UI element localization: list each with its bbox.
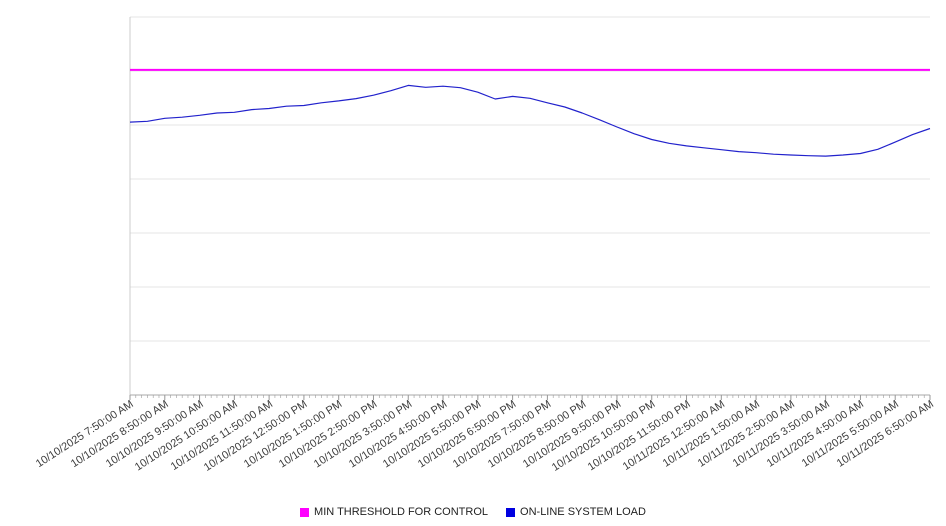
legend-label: MIN THRESHOLD FOR CONTROL: [314, 506, 489, 518]
legend-label: ON-LINE SYSTEM LOAD: [520, 506, 646, 518]
legend-swatch-icon: [300, 507, 310, 517]
chart-legend: MIN THRESHOLD FOR CONTROL ON-LINE SYSTEM …: [0, 506, 946, 518]
chart-canvas: [129, 16, 931, 400]
legend-item-system-load[interactable]: ON-LINE SYSTEM LOAD: [506, 506, 646, 518]
legend-item-threshold[interactable]: MIN THRESHOLD FOR CONTROL: [300, 506, 488, 518]
legend-swatch-icon: [506, 507, 516, 517]
load-line: [129, 84, 931, 157]
